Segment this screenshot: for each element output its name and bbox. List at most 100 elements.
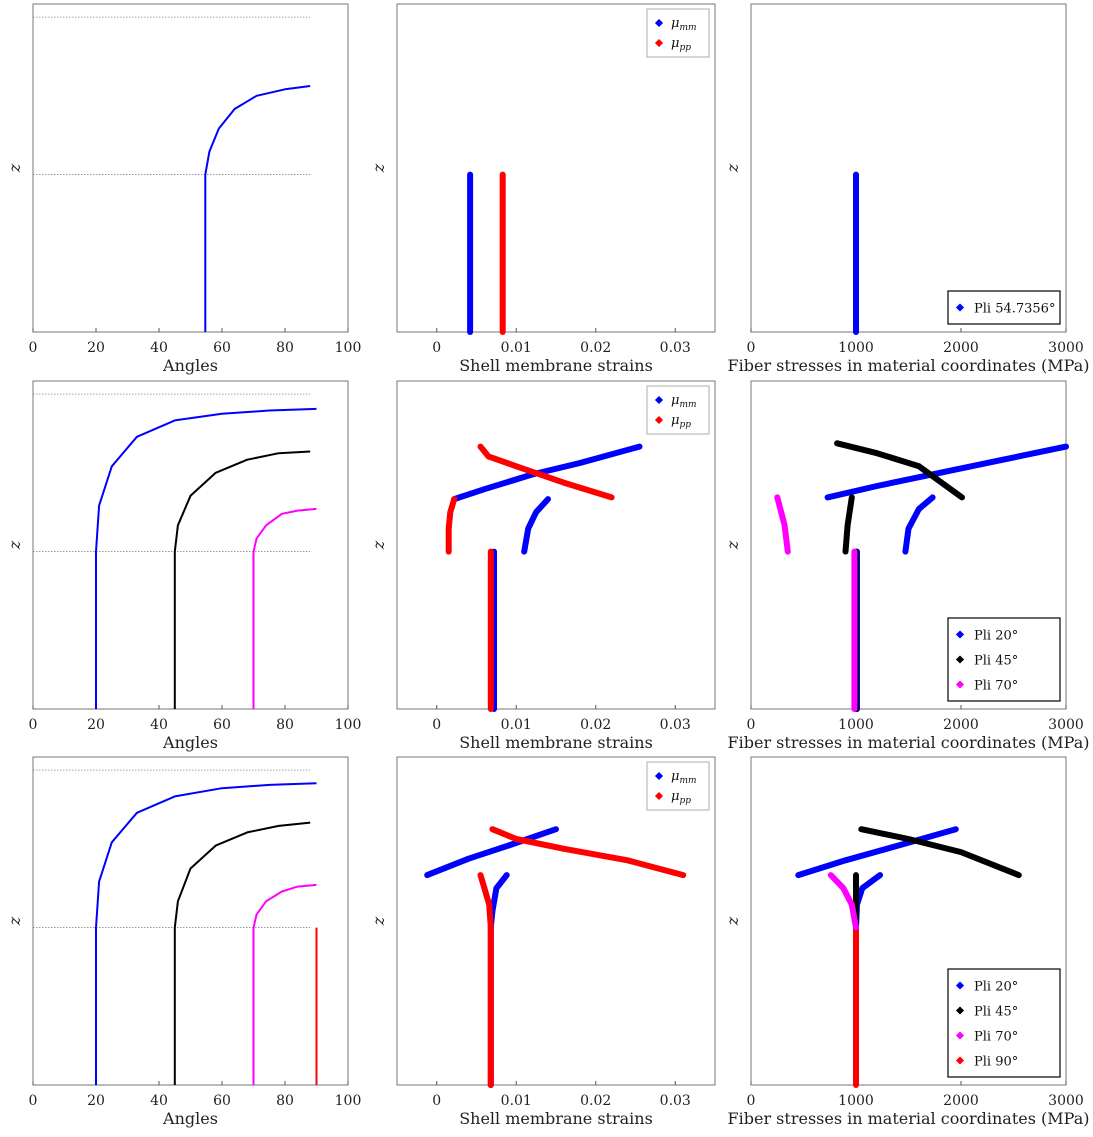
legend-subscript: mm bbox=[679, 23, 696, 33]
legend-symbol: μ bbox=[671, 789, 679, 804]
x-axis-label: Angles bbox=[162, 1109, 218, 1128]
y-axis-label: z bbox=[723, 540, 742, 550]
legend-subscript: pp bbox=[679, 420, 691, 430]
y-axis-label: z bbox=[723, 163, 742, 173]
legend-box bbox=[947, 617, 1061, 702]
legend-marker bbox=[654, 771, 664, 781]
x-tick-label: 0.03 bbox=[660, 340, 691, 356]
legend-label: Pli 45° bbox=[974, 654, 1018, 669]
data-series bbox=[834, 440, 965, 501]
legend-subscript: pp bbox=[679, 43, 691, 53]
data-series bbox=[824, 443, 1069, 501]
x-tick-label: 0.03 bbox=[660, 1093, 691, 1109]
legend-box bbox=[646, 385, 710, 435]
legend-subscript: mm bbox=[679, 776, 696, 786]
x-tick-label: 2000 bbox=[943, 1093, 979, 1109]
x-tick-label: 1000 bbox=[838, 340, 874, 356]
legend-label: Pli 70° bbox=[974, 679, 1018, 694]
x-tick-label: 0 bbox=[29, 1093, 38, 1109]
data-series bbox=[252, 507, 317, 709]
data-series bbox=[489, 826, 687, 879]
legend-label: Pli 45° bbox=[974, 1005, 1018, 1020]
x-axis-label: Shell membrane strains bbox=[459, 733, 653, 752]
data-series bbox=[445, 496, 458, 555]
x-tick-label: 60 bbox=[213, 340, 231, 356]
x-axis-label: Angles bbox=[162, 733, 218, 752]
data-series bbox=[477, 443, 615, 501]
legend-symbol: μ bbox=[671, 413, 679, 428]
legend-box bbox=[646, 8, 710, 58]
legend-marker bbox=[654, 38, 664, 48]
data-series bbox=[858, 826, 1022, 879]
chart-angles-3: 0 20 40 60 80 100 Angles z bbox=[5, 756, 362, 1128]
data-series bbox=[95, 407, 317, 709]
x-tick-label: 40 bbox=[150, 1093, 168, 1109]
y-axis-label: z bbox=[5, 163, 24, 173]
x-tick-label: 40 bbox=[150, 340, 168, 356]
legend-label: Pli 20° bbox=[974, 980, 1018, 995]
legend-subscript: pp bbox=[679, 796, 691, 806]
x-tick-label: 3000 bbox=[1048, 717, 1084, 733]
x-tick-label: 80 bbox=[276, 1093, 294, 1109]
x-axis-label: Fiber stresses in material coordinates (… bbox=[728, 1109, 1090, 1128]
plot-frame bbox=[396, 756, 716, 1086]
legend-marker bbox=[654, 18, 664, 28]
x-tick-label: 100 bbox=[335, 340, 362, 356]
legend-symbol: μ bbox=[671, 36, 679, 51]
legend-symbol: μ bbox=[671, 769, 679, 784]
y-axis-label: z bbox=[723, 916, 742, 926]
legend-label: Pli 70° bbox=[974, 1030, 1018, 1045]
x-tick-label: 80 bbox=[276, 717, 294, 733]
plot-frame bbox=[32, 3, 349, 333]
legend-marker bbox=[654, 395, 664, 405]
x-tick-label: 80 bbox=[276, 340, 294, 356]
x-axis-label: Shell membrane strains bbox=[459, 356, 653, 375]
x-tick-label: 0 bbox=[432, 340, 441, 356]
legend-label: Pli 90° bbox=[974, 1055, 1018, 1070]
x-tick-label: 60 bbox=[213, 717, 231, 733]
plot-frame bbox=[32, 756, 349, 1086]
legend-subscript: mm bbox=[679, 400, 696, 410]
data-series bbox=[252, 883, 317, 1085]
x-tick-label: 0.02 bbox=[580, 1093, 611, 1109]
legend-marker bbox=[955, 1031, 965, 1040]
data-series bbox=[173, 450, 311, 709]
legend-marker bbox=[955, 1056, 965, 1065]
x-tick-label: 0.02 bbox=[580, 340, 611, 356]
data-series bbox=[827, 872, 859, 931]
x-tick-label: 100 bbox=[335, 1093, 362, 1109]
x-axis-label: Shell membrane strains bbox=[459, 1109, 653, 1128]
x-tick-label: 0 bbox=[747, 1093, 756, 1109]
legend-marker bbox=[955, 680, 965, 689]
x-tick-label: 20 bbox=[87, 1093, 105, 1109]
x-tick-label: 0 bbox=[29, 340, 38, 356]
x-tick-label: 0 bbox=[747, 340, 756, 356]
x-tick-label: 0 bbox=[29, 717, 38, 733]
legend-marker bbox=[654, 791, 664, 801]
legend-marker bbox=[955, 1006, 965, 1015]
x-tick-label: 2000 bbox=[943, 340, 979, 356]
y-axis-label: z bbox=[369, 540, 388, 550]
x-tick-label: 0 bbox=[747, 717, 756, 733]
data-series bbox=[477, 872, 494, 931]
legend: Pli 20° Pli 45° Pli 70° Pli 90° bbox=[947, 968, 1061, 1078]
x-tick-label: 0 bbox=[432, 1093, 441, 1109]
x-tick-label: 0.03 bbox=[660, 717, 691, 733]
plot-frame bbox=[750, 3, 1067, 333]
legend-label: μpp bbox=[671, 789, 691, 806]
plot-frame bbox=[750, 756, 1067, 1086]
legend-label: μpp bbox=[671, 413, 691, 430]
legend-marker bbox=[955, 630, 965, 639]
x-tick-label: 0.01 bbox=[501, 340, 532, 356]
data-series bbox=[795, 826, 959, 879]
legend-marker bbox=[955, 655, 965, 664]
